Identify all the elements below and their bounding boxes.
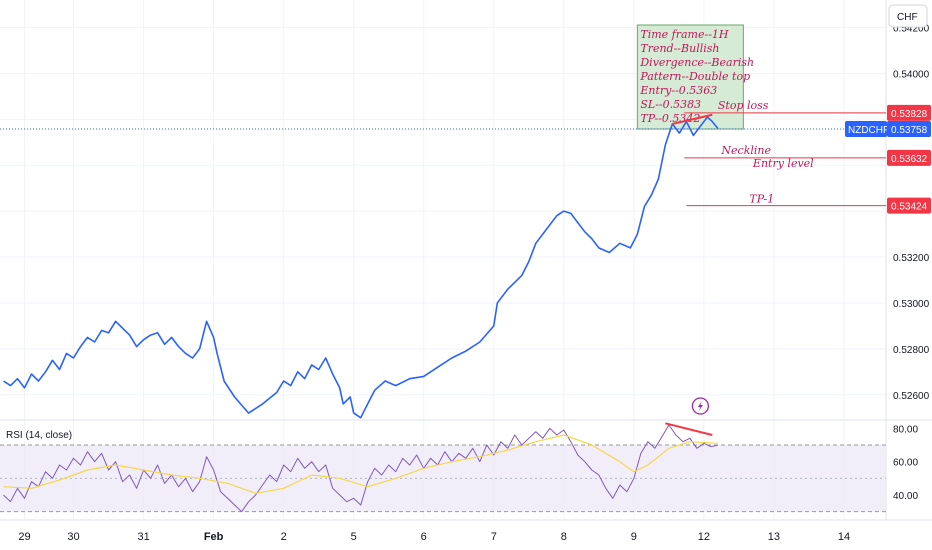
current-price-badge-bg bbox=[887, 120, 931, 137]
rsi-ma-line bbox=[3, 434, 718, 494]
currency-button bbox=[888, 4, 928, 28]
date-tick-label: 5 bbox=[351, 531, 357, 543]
date-tick-label: Feb bbox=[204, 531, 224, 543]
date-tick-label: 6 bbox=[421, 531, 427, 543]
stop-loss-label: Stop loss bbox=[718, 99, 769, 112]
rsi-title: RSI (14, close) bbox=[6, 430, 72, 441]
currency-label: CHF bbox=[897, 12, 918, 23]
entry-badge-bg bbox=[887, 149, 931, 166]
trade-note-line: Trend--Bullish bbox=[640, 42, 719, 55]
trade-notes-bg bbox=[636, 24, 744, 130]
current-price-badge: 0.53758 bbox=[891, 125, 928, 136]
tp1-badge-bg bbox=[887, 197, 931, 214]
price-tick-label: 0.54000 bbox=[893, 69, 930, 80]
entry-level-label: Entry level bbox=[752, 157, 814, 170]
trade-note-line: Pattern--Double top bbox=[639, 70, 750, 83]
symbol-badge: NZDCHF bbox=[848, 125, 889, 136]
entry-badge: 0.53632 bbox=[891, 154, 928, 165]
axes: 0.54200 0.54000 0.53200 0.53000 0.52800 0.526… bbox=[18, 4, 931, 543]
price-tick-label: 0.53200 bbox=[893, 253, 930, 264]
tp1-label: TP-1 bbox=[749, 193, 774, 206]
tp1-badge: 0.53424 bbox=[891, 202, 928, 213]
date-tick-label: 29 bbox=[18, 531, 30, 543]
date-tick-label: 14 bbox=[838, 531, 850, 543]
price-tick-label: 0.52600 bbox=[893, 391, 930, 402]
date-tick-label: 12 bbox=[698, 531, 710, 543]
trade-note-line: TP--0.5342 bbox=[640, 112, 700, 125]
trade-note-line: Divergence--Bearish bbox=[639, 56, 754, 69]
price-tick-label: 0.53000 bbox=[893, 299, 930, 310]
price-tick-label: 0.54200 bbox=[893, 24, 930, 35]
date-tick-label: 9 bbox=[631, 531, 637, 543]
stop-loss-badge: 0.53828 bbox=[891, 109, 928, 120]
trade-note-line: Entry--0.5363 bbox=[639, 84, 717, 97]
rsi-divergence-line bbox=[665, 422, 713, 436]
price-series-line bbox=[3, 116, 719, 419]
date-tick-label: 7 bbox=[491, 531, 497, 543]
symbol-badge-bg bbox=[845, 120, 887, 137]
date-tick-label: 13 bbox=[768, 531, 780, 543]
date-tick-label: 31 bbox=[137, 531, 149, 543]
trade-note-line: SL--0.5383 bbox=[640, 98, 701, 111]
rsi-line bbox=[3, 424, 719, 513]
rsi-panel: RSI (14, close) bbox=[0, 422, 886, 513]
date-tick-label: 8 bbox=[561, 531, 567, 543]
rsi-tick-label: 80.00 bbox=[893, 424, 918, 435]
trade-note-line: Time frame--1H bbox=[640, 28, 729, 41]
grid bbox=[0, 0, 932, 521]
double-top-trendline bbox=[672, 113, 713, 125]
date-tick-label: 30 bbox=[67, 531, 79, 543]
price-plot bbox=[0, 116, 886, 419]
rsi-tick-label: 40.00 bbox=[893, 491, 918, 502]
date-tick-label: 2 bbox=[281, 531, 287, 543]
stop-loss-badge-bg bbox=[887, 104, 931, 121]
neckline-label: Neckline bbox=[720, 144, 771, 157]
rsi-tick-label: 60.00 bbox=[893, 458, 918, 469]
lightning-glyph bbox=[697, 401, 703, 411]
price-tick-label: 0.52800 bbox=[893, 345, 930, 356]
